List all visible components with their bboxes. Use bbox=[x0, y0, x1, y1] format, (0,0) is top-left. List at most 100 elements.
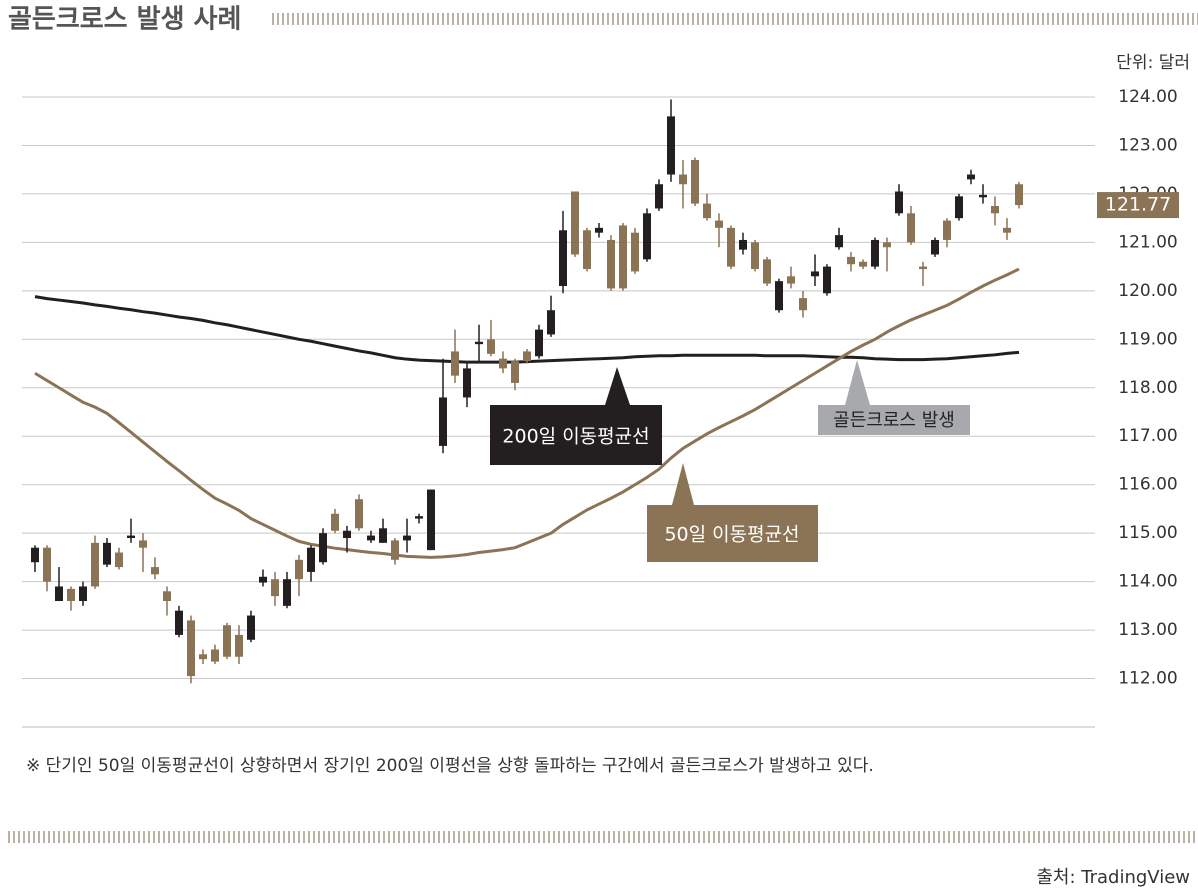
header-stripe bbox=[272, 13, 1198, 25]
candle-body bbox=[31, 547, 39, 563]
candle-body bbox=[319, 533, 327, 563]
y-tick-label: 115.00 bbox=[1118, 523, 1177, 543]
candle-body bbox=[859, 261, 867, 267]
candle-body bbox=[583, 230, 591, 270]
candle-body bbox=[283, 579, 291, 606]
candle-body bbox=[43, 547, 51, 582]
candle-body bbox=[391, 540, 399, 560]
candle-body bbox=[451, 351, 459, 376]
y-tick-label: 124.00 bbox=[1118, 87, 1177, 107]
candle-body bbox=[1003, 227, 1011, 233]
candle-body bbox=[595, 227, 603, 233]
candle-body bbox=[559, 230, 567, 286]
moving-average-line bbox=[34, 267, 1020, 559]
candle-body bbox=[487, 339, 495, 354]
callout-text: 골든크로스 발생 bbox=[833, 410, 955, 431]
candle-body bbox=[127, 535, 135, 538]
candle-body bbox=[931, 239, 939, 255]
candle-body bbox=[535, 329, 543, 357]
candle-body bbox=[847, 256, 855, 265]
candle-body bbox=[943, 220, 951, 240]
candle-body bbox=[67, 588, 75, 601]
candle-body bbox=[367, 535, 375, 541]
candle-body bbox=[811, 271, 819, 277]
candle-body bbox=[55, 586, 63, 601]
source: 출처: TradingView bbox=[1036, 867, 1190, 888]
candle-body bbox=[115, 552, 123, 568]
candle-body bbox=[799, 298, 807, 311]
candle-body bbox=[907, 213, 915, 243]
candle-body bbox=[247, 615, 255, 640]
callout-box bbox=[647, 463, 818, 562]
candle-body bbox=[547, 310, 555, 335]
candle-body bbox=[715, 220, 723, 228]
candle-body bbox=[835, 235, 843, 248]
candle-body bbox=[523, 351, 531, 362]
callout-golden-cross: 골든크로스 발생 bbox=[818, 360, 970, 435]
last-price-tag bbox=[1097, 192, 1179, 219]
candle-body bbox=[739, 239, 747, 250]
y-tick-label: 112.00 bbox=[1118, 669, 1177, 689]
candle-body bbox=[163, 591, 171, 601]
y-tick-label: 123.00 bbox=[1118, 135, 1177, 155]
candle-body bbox=[403, 535, 411, 541]
candle-body bbox=[919, 266, 927, 270]
candle-body bbox=[571, 191, 579, 255]
candle-body bbox=[223, 625, 231, 657]
candle-body bbox=[151, 567, 159, 575]
candle-body bbox=[187, 620, 195, 677]
candle-body bbox=[703, 203, 711, 219]
candle-body bbox=[331, 513, 339, 531]
candle-body bbox=[895, 191, 903, 214]
candle-body bbox=[979, 194, 987, 198]
candle-body bbox=[751, 242, 759, 270]
candle-body bbox=[967, 174, 975, 180]
candle-body bbox=[427, 489, 435, 551]
candle-body bbox=[199, 654, 207, 660]
candle-body bbox=[211, 649, 219, 662]
candle-body bbox=[871, 239, 879, 267]
candle-body bbox=[379, 528, 387, 543]
candle-body bbox=[271, 579, 279, 597]
candle-body bbox=[775, 281, 783, 311]
candle-body bbox=[619, 225, 627, 289]
plot-area: 112.00 113.00 114.00 115.00 116.00 117.00 118.… bbox=[22, 87, 1178, 728]
candle-body bbox=[643, 213, 651, 260]
candle-body bbox=[343, 530, 351, 538]
callout-box bbox=[490, 367, 662, 465]
y-tick-label: 120.00 bbox=[1118, 281, 1177, 301]
candle-body bbox=[103, 542, 111, 565]
candle-body bbox=[475, 341, 483, 345]
candle-body bbox=[295, 559, 303, 580]
candle-body bbox=[823, 266, 831, 294]
candle-body bbox=[763, 259, 771, 284]
callout-50: 50일 이동평균선 bbox=[647, 463, 818, 562]
y-tick-label: 117.00 bbox=[1118, 426, 1177, 446]
candle-body bbox=[139, 540, 147, 548]
candle-body bbox=[91, 542, 99, 587]
candle-body bbox=[511, 361, 519, 383]
candle-body bbox=[991, 206, 999, 214]
callout-box bbox=[818, 360, 970, 435]
note: ※ 단기인 50일 이동평균선이 상향하면서 장기인 200일 이평선을 상향 … bbox=[26, 756, 874, 776]
candle-body bbox=[79, 586, 87, 601]
unit-label: 단위: 달러 bbox=[1116, 53, 1190, 73]
y-tick-label: 121.00 bbox=[1118, 232, 1177, 252]
candle-body bbox=[463, 368, 471, 398]
footer-stripe bbox=[8, 831, 1198, 843]
candle-body bbox=[631, 232, 639, 272]
y-tick-label: 119.00 bbox=[1118, 329, 1177, 349]
y-tick-label: 113.00 bbox=[1118, 620, 1177, 640]
callout-text: 200일 이동평균선 bbox=[502, 426, 649, 448]
candle-body bbox=[955, 196, 963, 219]
candle-body bbox=[727, 227, 735, 267]
candle-body bbox=[355, 499, 363, 529]
candle-body bbox=[883, 242, 891, 248]
last-price-label: 121.77 bbox=[1105, 194, 1171, 216]
candle-body bbox=[679, 174, 687, 185]
candle-body bbox=[655, 184, 663, 209]
y-tick-label: 114.00 bbox=[1118, 572, 1177, 592]
candle-body bbox=[691, 160, 699, 204]
candle-body bbox=[1015, 184, 1023, 206]
